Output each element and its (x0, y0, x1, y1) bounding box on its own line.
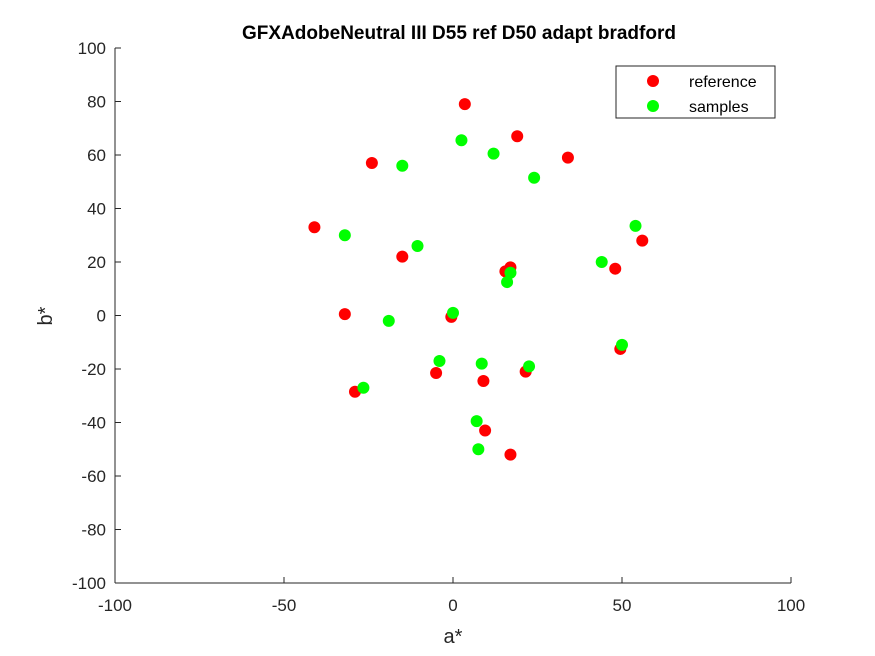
reference-point (458, 98, 471, 111)
series-samples (338, 134, 642, 456)
samples-point (595, 256, 608, 268)
reference-point (609, 262, 622, 275)
samples-point (455, 134, 468, 147)
reference-point (396, 250, 409, 263)
y-tick-label: 20 (87, 253, 106, 272)
legend-marker-samples (647, 100, 659, 112)
y-tick-label: -40 (81, 414, 106, 433)
reference-point (430, 367, 443, 380)
legend-box (615, 65, 776, 119)
legend: reference samples (615, 65, 776, 119)
axes: -100 -50 0 50 100 -100 -80 -60 -40 -20 0 20 40 60 80 10… (72, 39, 805, 615)
samples-point (396, 159, 409, 172)
reference-point (561, 151, 574, 164)
samples-point (501, 276, 514, 289)
y-axis-label: b* (35, 306, 57, 325)
reference-point (477, 375, 490, 388)
reference-point (365, 157, 378, 170)
samples-point (447, 306, 459, 319)
y-tick-label: 40 (87, 200, 106, 219)
x-tick-label: 100 (777, 596, 805, 615)
y-tick-label: -100 (72, 574, 106, 593)
samples-point (411, 239, 424, 252)
data-points (308, 98, 649, 461)
series-reference (308, 98, 649, 461)
reference-point (308, 221, 321, 234)
x-tick-label: 50 (613, 596, 632, 615)
samples-point (338, 229, 351, 242)
y-tick-label: -20 (81, 360, 106, 379)
x-tick-label: 0 (448, 596, 457, 615)
samples-point (433, 354, 446, 367)
samples-point (357, 381, 370, 394)
x-tick-label: -100 (98, 596, 132, 615)
reference-point (511, 130, 524, 143)
reference-point (636, 234, 649, 247)
y-tick-label: 80 (87, 93, 106, 112)
x-tick-label: -50 (272, 596, 297, 615)
chart-title: GFXAdobeNeutral III D55 ref D50 adapt br… (242, 23, 676, 44)
legend-label-reference: reference (689, 74, 757, 91)
legend-marker-reference (647, 75, 659, 87)
samples-point (504, 266, 517, 279)
y-tick-label: 100 (78, 39, 106, 58)
samples-point (487, 147, 500, 160)
y-tick-label: -80 (81, 521, 106, 540)
reference-point (338, 308, 351, 321)
reference-point (504, 448, 517, 461)
samples-point (523, 360, 536, 373)
samples-point (475, 357, 488, 370)
y-tick-label: 0 (97, 307, 106, 326)
y-tick-label: -60 (81, 467, 106, 486)
x-axis-label: a* (444, 626, 463, 648)
legend-label-samples: samples (689, 99, 749, 116)
samples-point (382, 314, 395, 327)
samples-point (616, 338, 628, 351)
samples-point (629, 219, 642, 232)
reference-point (479, 424, 492, 437)
samples-point (470, 415, 483, 428)
samples-point (472, 443, 485, 456)
samples-point (528, 171, 541, 184)
y-tick-label: 60 (87, 146, 106, 165)
